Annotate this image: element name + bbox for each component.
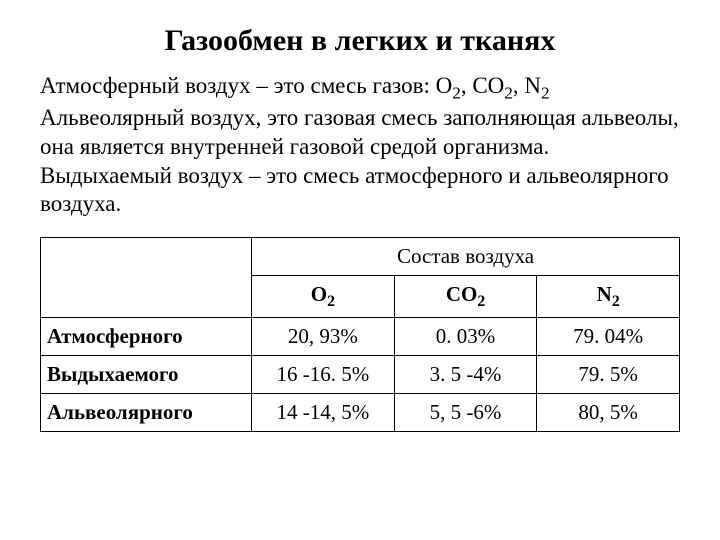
table-spanner-row: Состав воздуха xyxy=(41,238,680,276)
table-row: Альвеолярного 14 -14, 5% 5, 5 -6% 80, 5% xyxy=(41,394,680,432)
body-paragraph: Атмосферный воздух – это смесь газов: О2… xyxy=(40,72,680,219)
cell: 20, 93% xyxy=(252,318,395,356)
table-stub-cell xyxy=(41,238,252,318)
cell: 5, 5 -6% xyxy=(394,394,537,432)
table-row: Выдыхаемого 16 -16. 5% 3. 5 -4% 79. 5% xyxy=(41,356,680,394)
table-spanner: Состав воздуха xyxy=(252,238,680,276)
row-label: Альвеолярного xyxy=(41,394,252,432)
row-label: Атмосферного xyxy=(41,318,252,356)
cell: 3. 5 -4% xyxy=(394,356,537,394)
col-head-co2: СО2 xyxy=(394,276,537,318)
cell: 16 -16. 5% xyxy=(252,356,395,394)
table-row: Атмосферного 20, 93% 0. 03% 79. 04% xyxy=(41,318,680,356)
cell: 0. 03% xyxy=(394,318,537,356)
cell: 14 -14, 5% xyxy=(252,394,395,432)
cell: 79. 04% xyxy=(537,318,680,356)
cell: 79. 5% xyxy=(537,356,680,394)
composition-table: Состав воздуха О2 СО2 N2 Атмосферного 20… xyxy=(40,237,680,432)
col-head-o2: О2 xyxy=(252,276,395,318)
cell: 80, 5% xyxy=(537,394,680,432)
page-title: Газообмен в легких и тканях xyxy=(40,24,680,58)
col-head-n2: N2 xyxy=(537,276,680,318)
row-label: Выдыхаемого xyxy=(41,356,252,394)
slide-page: Газообмен в легких и тканях Атмосферный … xyxy=(0,0,720,452)
